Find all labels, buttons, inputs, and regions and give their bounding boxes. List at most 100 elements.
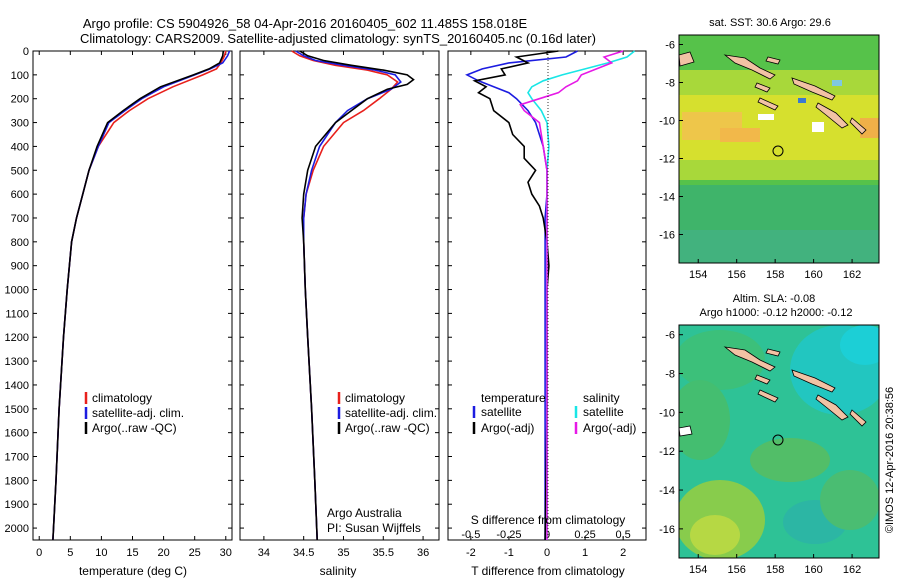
sla-field-blob [679,380,730,460]
island-shape [723,54,776,80]
y-tick-label: 400 [11,141,29,153]
y-tick-label: 1000 [5,285,29,297]
series-line-argo-raw-qc [52,50,225,541]
y-tick-label: 1400 [5,380,29,392]
map-x-tick-label: 154 [689,564,707,576]
legend-header-salinity: salinity [583,391,620,405]
salinity-legend: climatology satellite-adj. clim. Argo(..… [337,391,437,435]
island-shape [765,56,781,65]
x-tick-label: 34 [258,547,270,559]
map-y-tick-label: -12 [659,154,675,166]
y-tick-label: 1500 [5,404,29,416]
map-y-tick-label: -6 [665,40,675,52]
island-shape [754,374,771,385]
difference-legend: temperature salinity satellite Argo(-adj… [472,391,636,435]
x-tick-label: 1 [582,547,588,559]
map-y-tick-label: -8 [665,369,675,381]
series-line-climatology [52,50,227,541]
map-x-tick-label: 158 [766,269,784,281]
x-tick-label: 0 [36,547,42,559]
legend-header-temperature: temperature [481,391,546,405]
sla-field-blob [690,515,740,555]
figure-title-line1: Argo profile: CS 5904926_58 04-Apr-2016 … [83,16,528,31]
temperature-panel-frame [32,50,233,541]
sla-map-subtitle: Argo h1000: -0.12 h2000: -0.12 [700,307,853,319]
x-tick-label: 35 [337,547,349,559]
island-shape [815,102,849,129]
y-tick-label: 800 [11,237,29,249]
x-tick-label: 20 [157,547,169,559]
y-tick-label: 1600 [5,428,29,440]
series-line-satellite-adj-clim [295,50,402,541]
sst-orange-patch [860,118,879,138]
y-tick-label: 600 [11,189,29,201]
map-y-tick-label: -14 [659,485,675,497]
sla-field-blob [750,438,830,482]
x-tick-label: -1 [504,547,514,559]
island-shape [815,394,849,421]
island-shape [791,77,836,101]
x-tick-label: -2 [466,547,476,559]
legend-label-climatology: climatology [345,391,405,405]
series-line-salinity-satellite [527,50,636,540]
sla-map-frame [678,324,880,559]
sla-map-image [679,325,879,558]
x-tick-label-salinity: 0.25 [574,529,595,541]
island-shape [723,346,776,372]
map-x-tick-label: 156 [728,269,746,281]
sst-map-frame [678,34,880,264]
series-line-satellite-adj-clim [52,50,231,541]
legend-label-argo: Argo(..raw -QC) [92,421,177,435]
temperature-axes: 0100200300400500600700800900100011001200… [5,46,232,559]
series-line-argo-raw-qc [299,50,415,541]
map-y-tick-label: -12 [659,446,675,458]
legend-label-temp-argo: Argo(-adj) [481,421,534,435]
legend-label-climatology: climatology [92,391,152,405]
difference-axes: -2 -1 0 1 2-0.5 -0.25 0 0.25 0.5 [448,50,646,559]
island-shape [791,369,836,393]
sst-orange-patch [720,128,760,142]
map-y-tick-label: -10 [659,116,675,128]
map-x-tick-label: 162 [843,269,861,281]
sst-cloud-gap [812,122,824,132]
island-shape [849,409,867,427]
credit-line1: Argo Australia [327,506,402,520]
series-line-temperature-satellite [465,50,578,540]
legend-label-sal-satellite: satellite [583,405,624,419]
map-y-tick-label: -8 [665,78,675,90]
series-line-climatology [291,50,399,541]
y-tick-label: 2000 [5,523,29,535]
map-x-tick-label: 158 [766,564,784,576]
map-y-tick-label: -10 [659,407,675,419]
y-tick-label: 1200 [5,332,29,344]
x-tick-label-salinity: 0.5 [616,529,631,541]
y-tick-label: 0 [23,46,29,58]
island-shape [849,117,867,135]
island-shape [754,82,771,93]
sst-cool-pixel [798,98,806,103]
difference-series [465,50,636,541]
map-x-tick-label: 160 [804,564,822,576]
sla-field-blob [840,325,879,365]
map-x-tick-label: 162 [843,564,861,576]
x-tick-label: 2 [620,547,626,559]
x-tick-label: 15 [126,547,138,559]
x-tick-label: 34.5 [293,547,314,559]
series-line-salinity-argo-adj [519,50,624,540]
temperature-legend: climatology satellite-adj. clim. Argo(..… [84,391,184,435]
y-tick-label: 1300 [5,356,29,368]
y-tick-label: 1100 [5,308,29,320]
y-tick-label: 1900 [5,499,29,511]
sst-map-axes: 154 156 158 160 162 -6 -8 -10 -12 -14 -16 [659,40,861,282]
x-tick-label: 35.5 [373,547,394,559]
difference-xlabel-top: S difference from climatology [471,513,626,527]
sst-cloud-gap [758,114,774,120]
salinity-series [291,50,415,541]
float-position-marker [772,145,784,157]
legend-label-temp-satellite: satellite [481,405,522,419]
x-tick-label: 36 [417,547,429,559]
y-tick-label: 200 [11,94,29,106]
island-shape [757,97,779,111]
legend-label-argo: Argo(..raw -QC) [345,421,430,435]
